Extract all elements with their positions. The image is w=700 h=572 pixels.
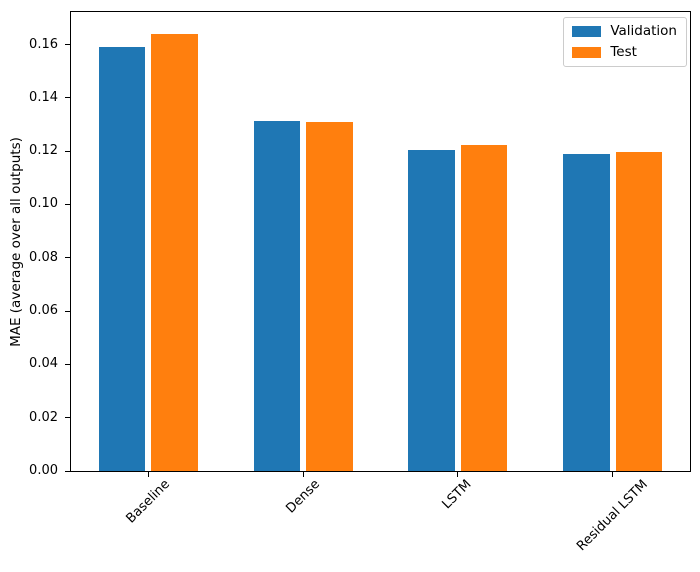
y-tick-label: 0.08 [29,249,58,265]
x-tick-mark [612,472,614,477]
x-tick-mark [457,472,459,477]
y-tick-mark [65,203,70,205]
legend-label-test: Test [610,44,637,60]
y-tick-mark [65,363,70,365]
test-color-swatch [572,47,602,58]
y-tick-mark [65,97,70,99]
y-tick-mark [65,150,70,152]
bar-validation-residual-lstm [563,154,610,471]
legend-item-validation: Validation [572,24,677,39]
y-tick-mark [65,470,70,472]
legend: Validation Test [563,17,687,67]
y-tick-label: 0.00 [29,463,58,478]
bar-validation-lstm [408,149,455,471]
bar-test-residual-lstm [615,152,663,471]
y-tick-mark [65,310,70,312]
x-tick-label-baseline: Baseline [123,476,173,527]
y-tick-label: 0.14 [29,89,58,105]
bar-test-lstm [460,145,508,471]
plot-area: Validation Test [70,11,691,472]
y-tick-mark [65,44,70,46]
x-tick-label-residual-lstm: Residual LSTM [573,477,651,554]
y-tick-label: 0.12 [29,143,58,159]
bar-validation-dense [253,121,301,471]
legend-item-test: Test [572,45,677,60]
y-tick-mark [65,257,70,259]
x-tick-mark [147,472,149,477]
y-tick-label: 0.02 [29,409,58,425]
x-tick-label-dense: Dense [282,476,323,517]
y-tick-label: 0.04 [29,356,58,372]
x-tick-label-lstm: LSTM [439,477,475,513]
y-tick-label: 0.10 [29,196,58,212]
y-tick-label: 0.06 [29,303,58,319]
bar-validation-baseline [98,46,146,471]
validation-color-swatch [572,26,602,37]
y-tick-mark [65,417,70,419]
x-tick-mark [302,472,304,477]
legend-label-validation: Validation [610,23,677,39]
bar-test-dense [306,121,353,471]
y-tick-label: 0.16 [29,36,58,52]
bar-test-baseline [151,33,198,471]
